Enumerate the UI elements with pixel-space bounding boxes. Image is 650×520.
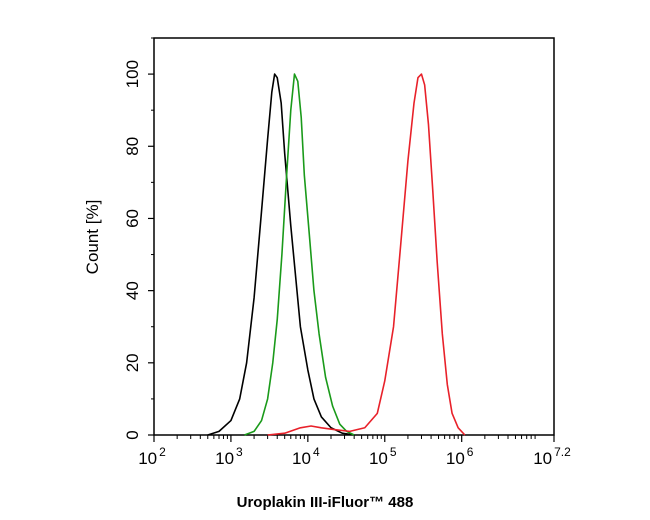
y-tick-label: 40 [123, 281, 142, 300]
y-tick-label: 20 [123, 353, 142, 372]
x-axis-ticks: 10 2 10 3 10 4 10 5 10 6 10 7.2 [138, 435, 571, 468]
y-tick-label: 80 [123, 137, 142, 156]
series-layer [207, 73, 466, 436]
x-tick-label: 10 5 [369, 445, 397, 468]
x-tick-label: 10 2 [138, 445, 166, 468]
y-tick-label: 100 [123, 60, 142, 88]
x-tick-label: 10 3 [215, 445, 243, 468]
plot-frame [153, 37, 555, 436]
x-tick-label: 10 6 [446, 445, 474, 468]
histogram-series-1 [207, 73, 355, 436]
x-axis-label: Uroplakin III-iFluor™ 488 [237, 494, 414, 511]
y-tick-label: 0 [123, 430, 142, 439]
x-tick-label: 10 7.2 [533, 445, 571, 468]
histogram-series-2 [244, 73, 355, 436]
y-tick-label: 60 [123, 209, 142, 228]
y-axis-label: Count [%] [83, 200, 102, 275]
x-tick-label: 10 4 [292, 445, 320, 468]
y-axis-ticks: 0 20 40 60 80 100 [123, 37, 154, 440]
histogram-series-3 [267, 73, 466, 436]
